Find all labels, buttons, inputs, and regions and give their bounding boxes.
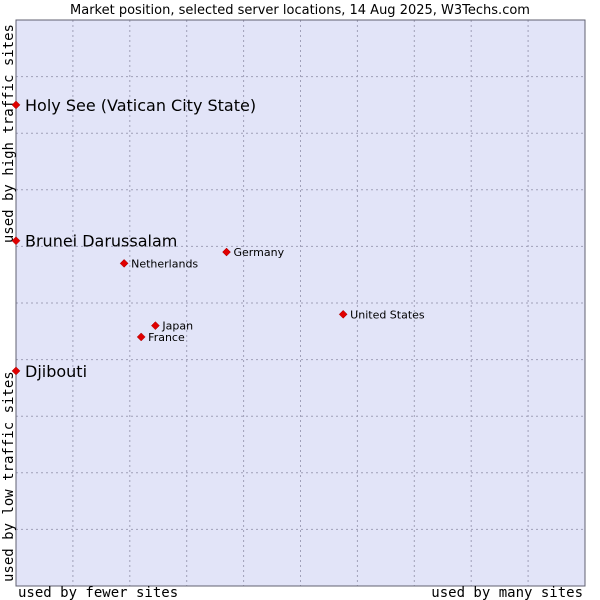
x-axis-label-left: used by fewer sites	[18, 585, 178, 600]
y-axis-label-bottom: used by low traffic sites	[1, 371, 17, 582]
data-point-marker	[151, 321, 160, 330]
data-point-label: United States	[350, 308, 425, 321]
y-axis-label-top: used by high traffic sites	[1, 24, 17, 243]
data-point-marker	[11, 236, 21, 246]
data-point-marker	[136, 332, 146, 342]
grid-lines	[16, 20, 585, 586]
data-points: Holy See (Vatican City State) Brunei Daru…	[11, 96, 425, 381]
data-point-label: Holy See (Vatican City State)	[25, 96, 256, 115]
data-point-marker	[11, 366, 21, 376]
data-point-marker	[222, 247, 231, 257]
data-point-marker	[11, 100, 21, 110]
data-point-label: Brunei Darussalam	[25, 232, 177, 251]
data-point-label: Djibouti	[25, 362, 87, 381]
chart-title: Market position, selected server locatio…	[70, 3, 530, 18]
data-point-marker	[338, 309, 348, 319]
data-point-marker	[119, 259, 129, 268]
x-axis-label-right: used by many sites	[431, 585, 583, 600]
data-point-label: Germany	[234, 246, 285, 259]
data-point-label: France	[148, 331, 185, 344]
data-point-label: Netherlands	[131, 257, 198, 270]
data-point-label: Japan	[161, 320, 193, 333]
plot-border	[15, 19, 586, 587]
